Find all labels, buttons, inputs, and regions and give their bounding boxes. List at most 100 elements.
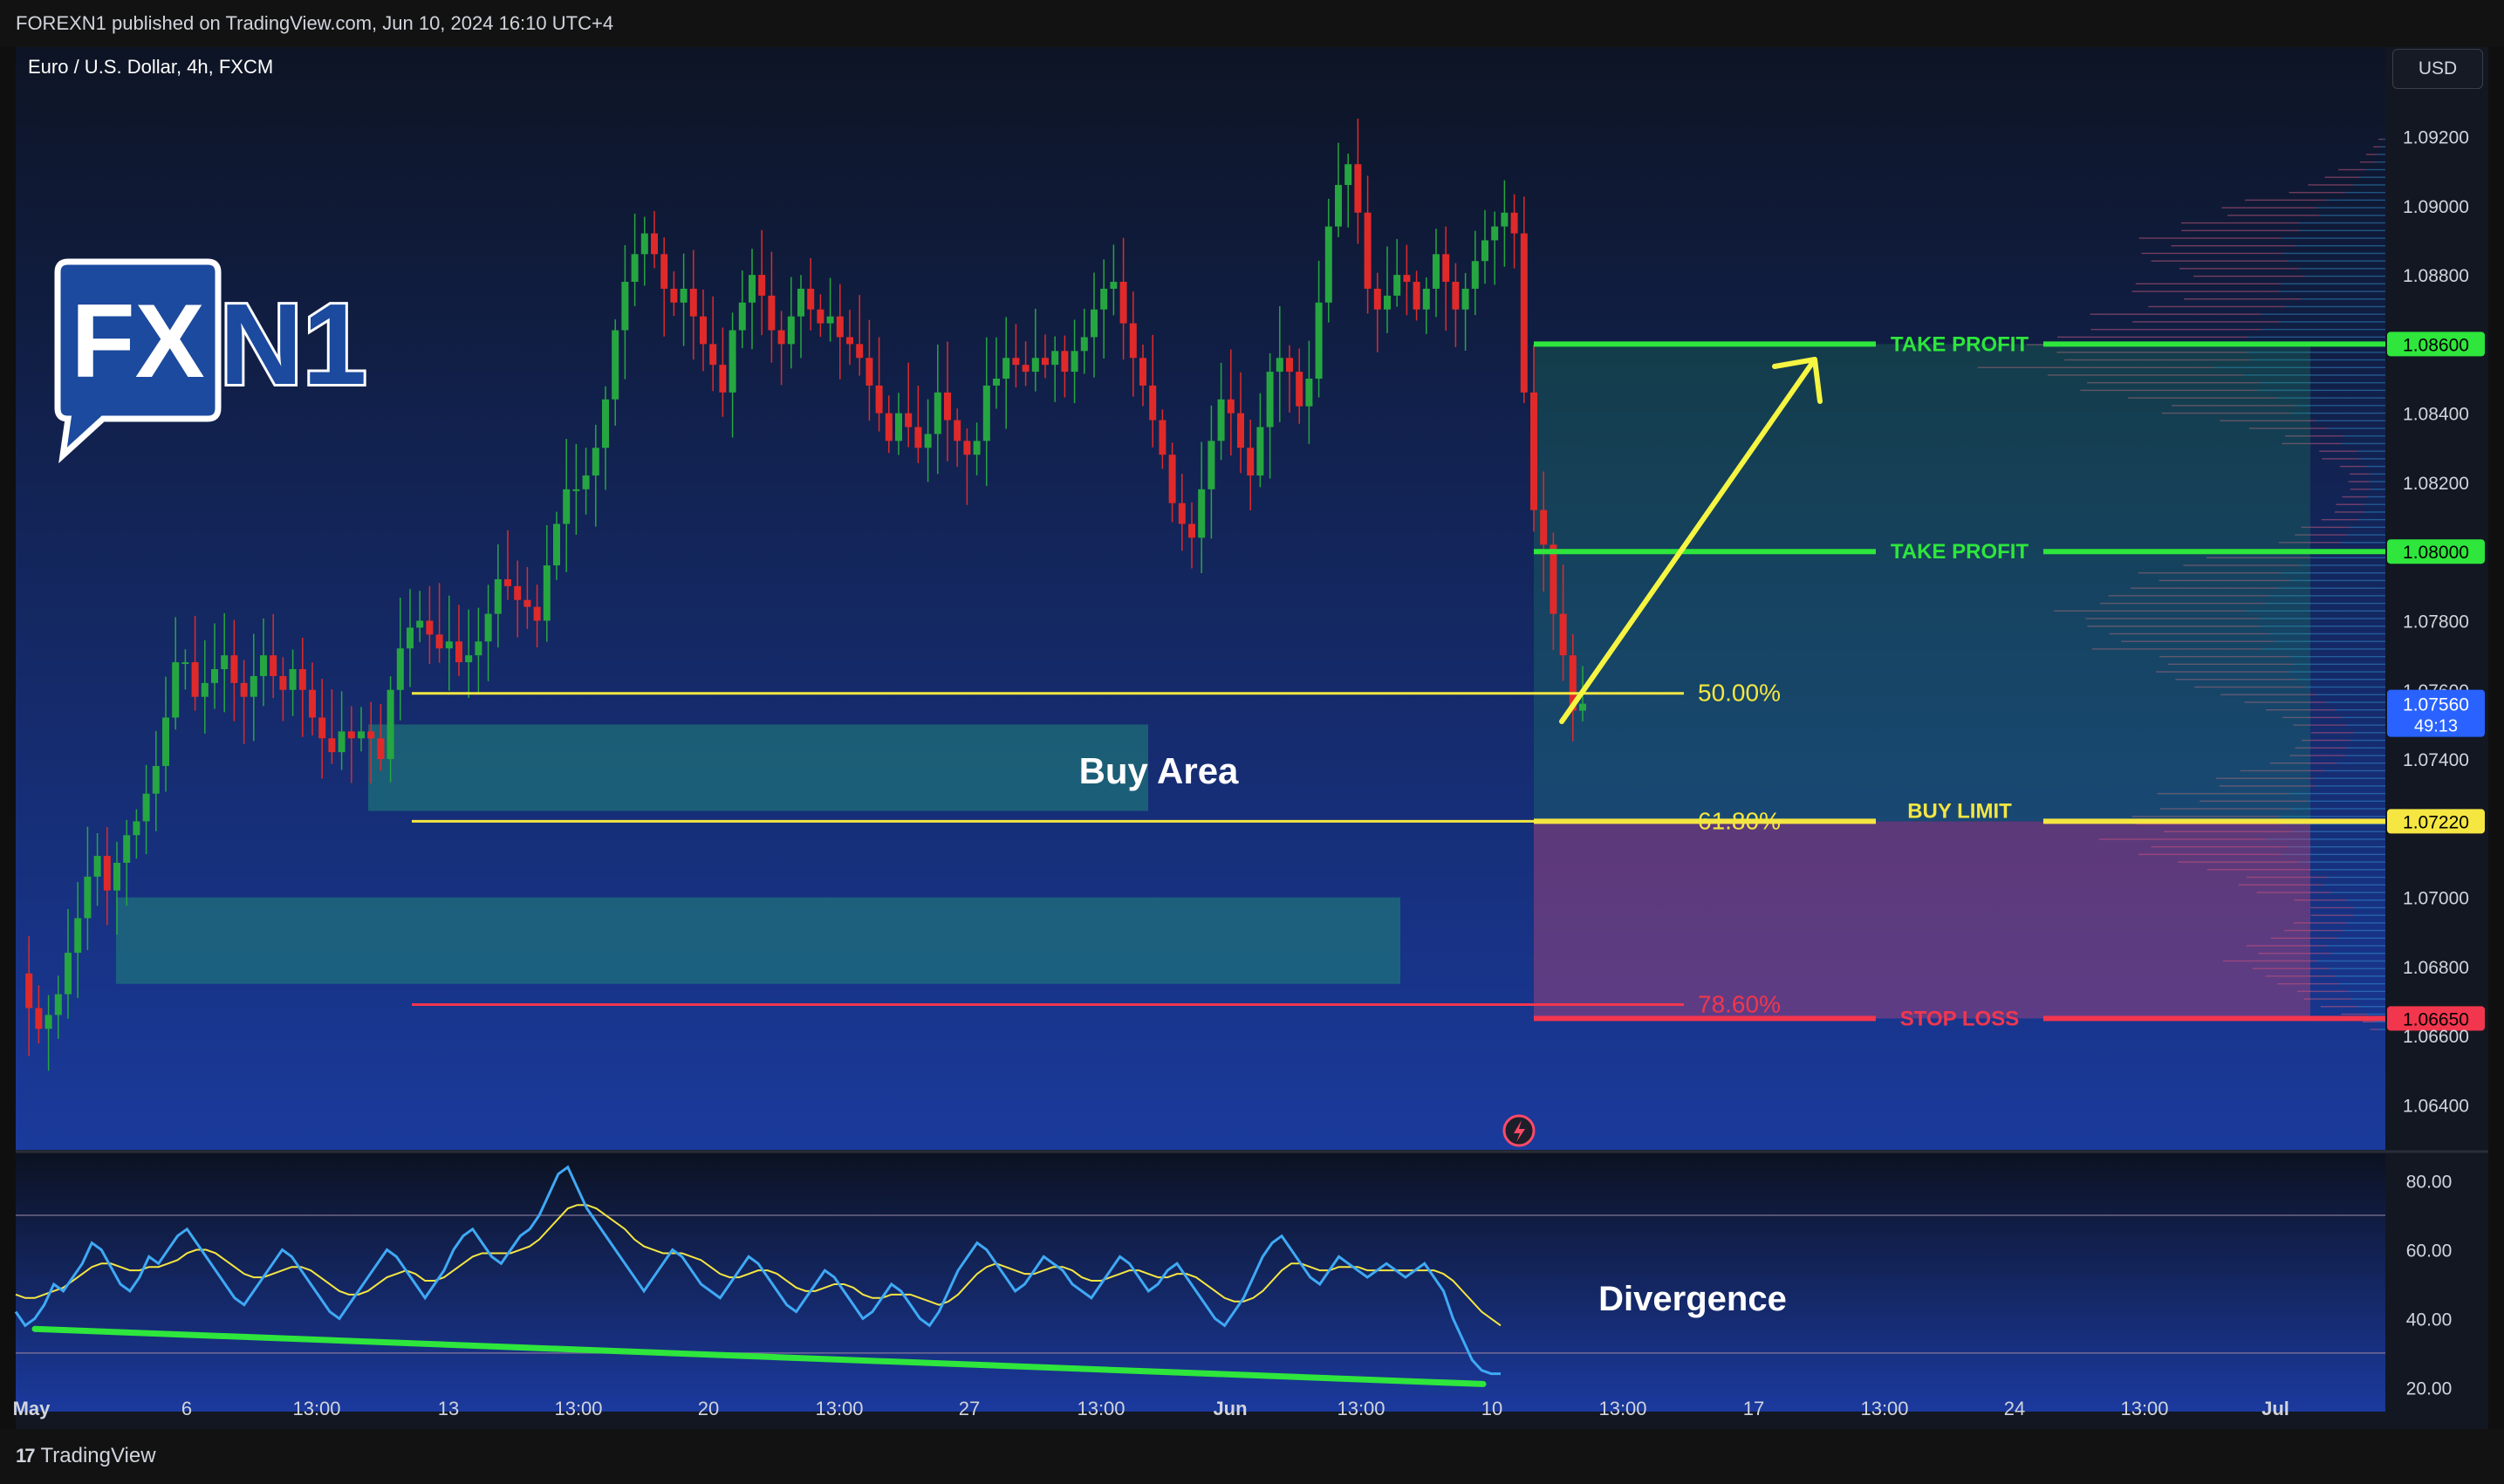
time-tick: 13:00: [292, 1398, 340, 1419]
volume-bar-buy: [2326, 199, 2385, 202]
time-tick: May: [13, 1398, 51, 1419]
buy-area-label: Buy Area: [1079, 750, 1239, 791]
candle-bullish: [445, 641, 453, 649]
volume-bar-sell: [2057, 336, 2248, 339]
volume-bar-buy: [2316, 694, 2385, 695]
candle-bearish: [1022, 365, 1030, 373]
lightning-bolt: [1514, 1120, 1525, 1142]
volume-bar-sell: [2178, 861, 2299, 863]
price-tick: 1.06800: [2403, 958, 2469, 978]
candle-bullish: [133, 821, 140, 836]
currency-button[interactable]: USD: [2392, 49, 2483, 89]
candle-bullish: [993, 379, 1000, 386]
candle-bearish: [1237, 413, 1244, 448]
candle-bullish: [640, 233, 648, 255]
volume-bar-buy: [2350, 739, 2385, 742]
volume-bar-sell: [2295, 747, 2348, 749]
volume-bar-buy: [2364, 503, 2385, 505]
candle-bearish: [309, 689, 316, 718]
candle-bullish: [172, 662, 180, 718]
candle-bearish: [1119, 282, 1127, 324]
volume-bar-buy: [2343, 929, 2385, 932]
candle-bullish: [612, 330, 619, 400]
volume-bar-sell: [2172, 405, 2296, 407]
volume-bar-sell: [2285, 435, 2343, 437]
candle-bearish: [836, 316, 844, 338]
volume-bar-sell: [2297, 990, 2349, 993]
volume-bar-buy: [2347, 534, 2385, 536]
candle-bullish: [289, 668, 297, 690]
time-tick: 24: [2004, 1398, 2025, 1419]
volume-bar-sell: [2091, 648, 2262, 650]
candle-bullish: [65, 953, 72, 995]
time-tick: 13:00: [1598, 1398, 1646, 1419]
candle-bullish: [729, 330, 736, 393]
candle-bearish: [318, 717, 326, 739]
volume-bar-buy: [2304, 275, 2385, 277]
candle-bearish: [523, 599, 531, 607]
price-tick: 1.09200: [2403, 128, 2469, 148]
volume-bar-sell: [2348, 481, 2371, 482]
price-axis-background: [2385, 47, 2488, 1150]
volume-bar-sell: [2064, 359, 2251, 361]
volume-bar-buy: [2342, 442, 2385, 445]
volume-bar-buy: [2336, 937, 2385, 940]
volume-bar-buy: [2331, 953, 2385, 954]
price-label: 1.07220: [2387, 809, 2485, 834]
volume-bar-sell: [2244, 701, 2327, 703]
volume-bar-buy: [2298, 268, 2385, 270]
countdown-text: 49:13: [2414, 717, 2458, 736]
volume-bar-buy: [2314, 777, 2385, 779]
volume-bar-sell: [2161, 412, 2292, 414]
candle-bearish: [1178, 503, 1186, 524]
volume-bar-sell: [2156, 671, 2289, 673]
candle-bullish: [54, 994, 62, 1016]
volume-bar-sell: [2108, 595, 2269, 597]
candle-bullish: [74, 918, 82, 954]
volume-bar-sell: [2308, 184, 2353, 186]
candle-bearish: [1403, 275, 1411, 283]
candle-bullish: [797, 288, 804, 317]
price-label-box: [2387, 1006, 2485, 1031]
price-label-box: [2387, 332, 2485, 357]
volume-bar-buy: [2277, 397, 2385, 399]
candle-bullish: [1579, 703, 1586, 711]
volume-bar-sell: [2360, 161, 2375, 163]
tradingview-logo[interactable]: 17 TradingView: [16, 1444, 156, 1468]
volume-bar-sell: [2338, 168, 2366, 171]
volume-bar-sell: [2160, 808, 2291, 810]
candle-bullish: [787, 316, 795, 345]
volume-bar-sell: [2132, 321, 2280, 323]
logo-bubble: [54, 258, 222, 464]
volume-profile: [1977, 138, 2385, 1030]
candle-bullish: [201, 682, 209, 697]
volume-bar-sell: [2179, 268, 2299, 270]
candle-bullish: [631, 254, 639, 283]
volume-bar-sell: [2258, 953, 2332, 954]
volume-bar-sell: [2240, 769, 2325, 772]
volume-bar-sell: [2284, 929, 2343, 932]
candle-bearish: [347, 731, 355, 739]
volume-bar-sell: [2206, 557, 2310, 558]
candle-bearish: [1550, 544, 1557, 614]
volume-bar-sell: [2109, 633, 2270, 635]
price-tick: 1.07400: [2403, 750, 2469, 770]
time-tick: 6: [181, 1398, 192, 1419]
volume-bar-sell: [2319, 450, 2358, 452]
candle-bearish: [514, 585, 522, 600]
price-label-text: 1.07220: [2403, 812, 2469, 832]
volume-bar-buy: [2290, 655, 2385, 658]
volume-bar-buy: [2291, 412, 2385, 414]
candle-bullish: [934, 392, 941, 434]
volume-bar-sell: [2288, 191, 2345, 194]
volume-bar-sell: [2245, 199, 2327, 202]
candle-bearish: [435, 634, 443, 649]
lightning-icon: [1502, 1114, 1536, 1147]
candle-bullish: [1071, 351, 1078, 373]
volume-bar-sell: [2206, 869, 2311, 871]
candle-bullish: [1208, 441, 1215, 489]
current-price-box: [2387, 689, 2485, 737]
volume-bar-sell: [2087, 381, 2261, 384]
candle-bullish: [895, 413, 902, 441]
